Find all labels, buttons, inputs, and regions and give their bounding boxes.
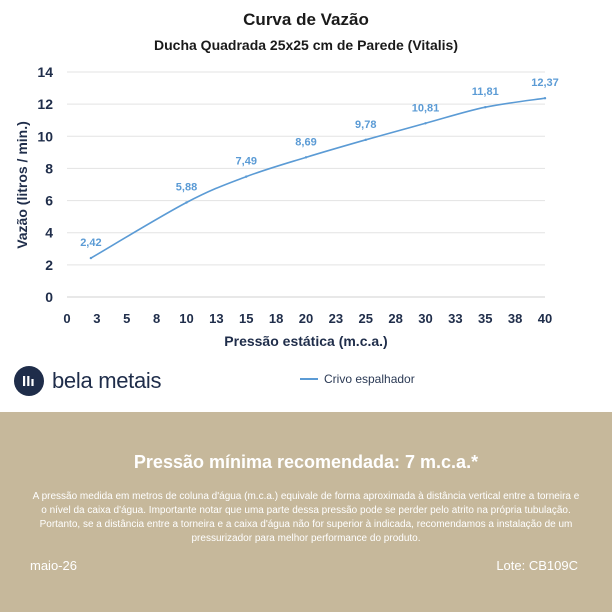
data-label: 8,69	[295, 136, 316, 148]
data-label: 5,88	[176, 182, 197, 194]
x-tick-label: 20	[299, 311, 313, 326]
data-label: 10,81	[412, 102, 440, 114]
y-tick-label: 12	[37, 96, 53, 112]
y-tick-label: 4	[45, 225, 53, 241]
y-tick-label: 0	[45, 289, 53, 305]
chart-legend: Crivo espalhador	[300, 372, 415, 386]
y-tick-label: 6	[45, 193, 53, 209]
x-tick-label: 28	[388, 311, 402, 326]
data-point	[245, 175, 248, 178]
y-tick-label: 2	[45, 257, 53, 273]
y-tick-labels: 0 2 4 6 8 10 12 14	[37, 64, 53, 305]
y-tick-label: 10	[37, 128, 53, 144]
data-labels: 2,42 5,88 7,49 8,69 9,78 10,81 11,81 12,37	[80, 77, 559, 249]
min-pressure-title: Pressão mínima recomendada: 7 m.c.a.*	[133, 452, 479, 472]
pressure-explanation: A pressão medida em metros de coluna d'á…	[32, 491, 580, 544]
brand-name: bela metais	[52, 368, 162, 393]
y-tick-label: 14	[37, 64, 53, 80]
data-point	[484, 105, 487, 109]
data-point	[543, 96, 547, 100]
y-axis-label: Vazão (litros / min.)	[14, 121, 30, 249]
chart-subtitle: Ducha Quadrada 25x25 cm de Parede (Vital…	[154, 37, 458, 53]
series-line-crivo-espalhador	[90, 97, 546, 259]
x-tick-label: 38	[508, 311, 522, 326]
y-tick-label: 8	[45, 160, 53, 176]
data-point	[185, 201, 188, 204]
x-tick-label: 23	[329, 311, 343, 326]
x-tick-label: 5	[123, 311, 130, 326]
legend-label: Crivo espalhador	[324, 372, 415, 386]
date-label: maio-26	[30, 558, 77, 573]
data-point	[364, 138, 367, 142]
data-label: 7,49	[236, 156, 257, 168]
x-tick-label: 0	[63, 311, 70, 326]
x-tick-label: 18	[269, 311, 283, 326]
x-axis-label: Pressão estática (m.c.a.)	[224, 333, 387, 349]
x-tick-label: 35	[478, 311, 492, 326]
x-tick-labels: 0 3 5 8 10 13 15 18 20 23 25 28 30 33 35 38 40	[63, 311, 552, 326]
data-point	[89, 256, 93, 260]
x-tick-label: 15	[239, 311, 253, 326]
data-label: 9,78	[355, 119, 376, 131]
data-point	[424, 122, 427, 125]
x-tick-label: 10	[179, 311, 193, 326]
data-label: 11,81	[472, 86, 499, 98]
brand-logo: bela metais	[14, 366, 162, 396]
info-panel: Pressão mínima recomendada: 7 m.c.a.* A …	[0, 412, 612, 612]
data-label: 2,42	[80, 237, 101, 249]
x-tick-label: 40	[538, 311, 552, 326]
x-tick-label: 33	[448, 311, 462, 326]
chart-title: Curva de Vazão	[243, 10, 369, 29]
data-point	[304, 156, 308, 159]
bela-metais-logo-icon	[14, 366, 44, 396]
lot-label: Lote: CB109C	[496, 558, 578, 573]
x-tick-label: 13	[209, 311, 223, 326]
x-tick-label: 3	[93, 311, 100, 326]
x-tick-label: 30	[418, 311, 432, 326]
grid-lines	[67, 71, 545, 298]
legend-swatch	[300, 378, 318, 380]
data-label: 12,37	[531, 77, 559, 89]
x-tick-label: 8	[153, 311, 160, 326]
data-points	[89, 96, 547, 260]
x-tick-label: 25	[359, 311, 373, 326]
